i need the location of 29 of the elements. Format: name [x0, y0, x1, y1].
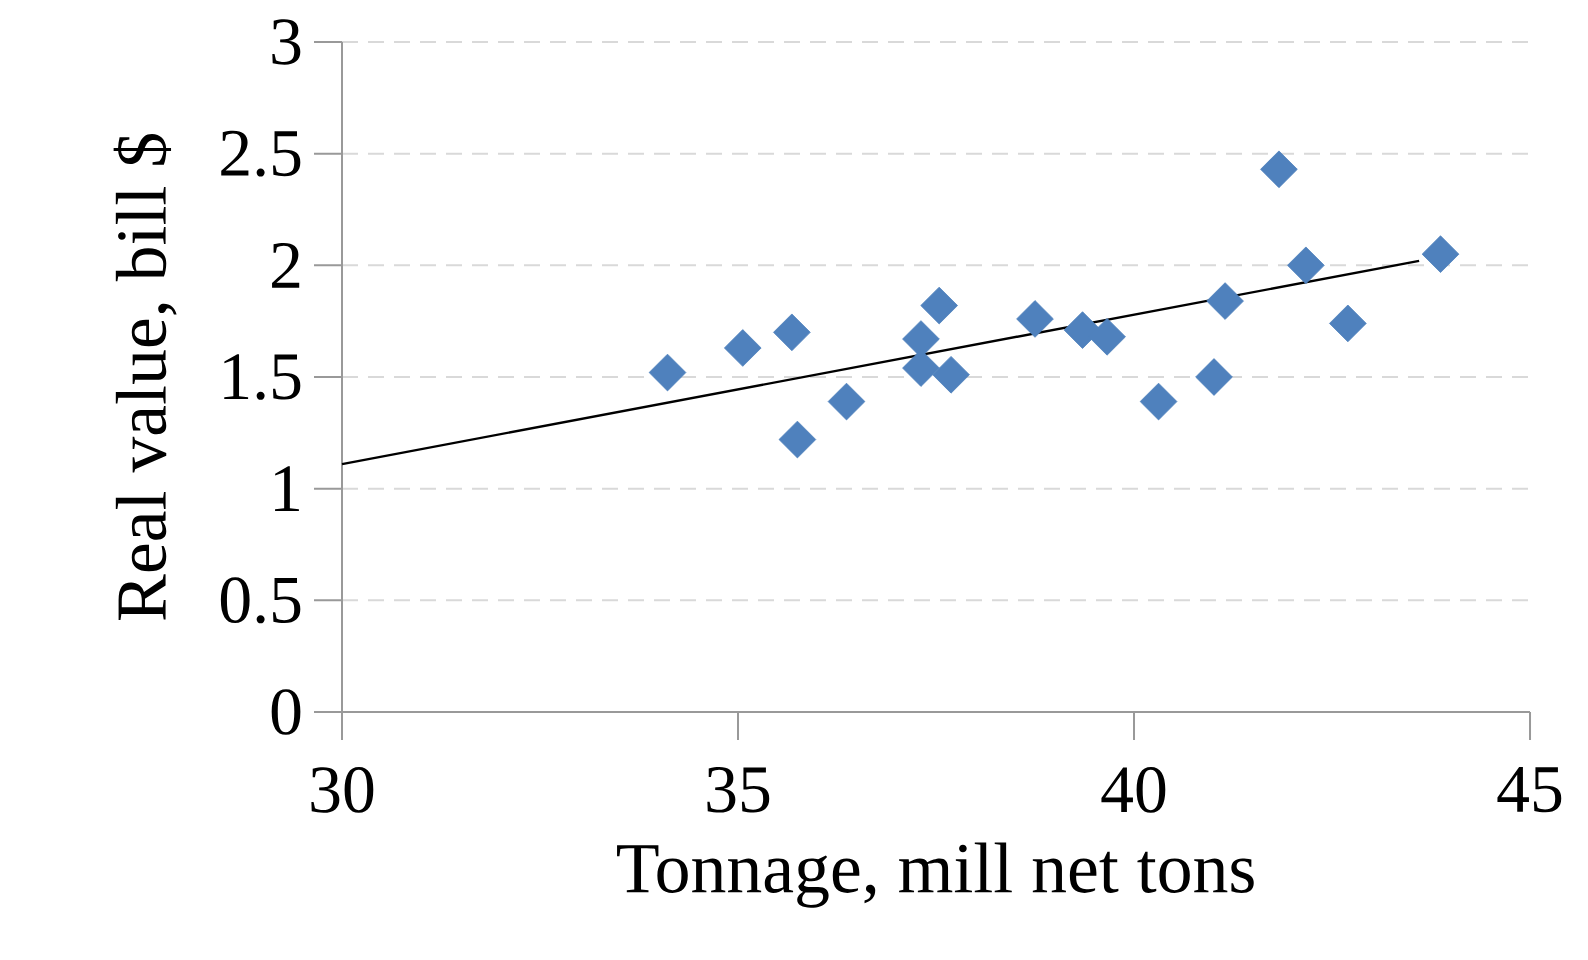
point — [1329, 304, 1367, 343]
point — [1206, 282, 1244, 320]
y-tick-label: 1.5 — [224, 354, 301, 400]
point — [1088, 318, 1126, 356]
x-axis-title: Tonnage, mill net tons — [617, 842, 1254, 908]
point — [1139, 382, 1178, 421]
point — [773, 313, 811, 352]
point — [1016, 300, 1054, 338]
point — [1195, 358, 1233, 396]
y-tick-label: 1 — [275, 466, 299, 512]
point — [1260, 150, 1298, 189]
point — [723, 329, 762, 367]
x-tick-label: 45 — [1497, 767, 1562, 813]
y-tick-label: 3 — [272, 19, 301, 65]
point — [1421, 235, 1460, 273]
y-tick-label: 2 — [272, 242, 300, 288]
x-tick-label: 40 — [1101, 767, 1166, 813]
x-tick-label: 30 — [311, 767, 374, 813]
y-tick-label: 0.5 — [220, 577, 301, 624]
point — [648, 353, 687, 392]
point — [1287, 246, 1325, 285]
point — [778, 420, 817, 459]
y-tick-label: 2.5 — [221, 130, 301, 177]
point — [920, 286, 958, 325]
point — [827, 382, 866, 421]
x-tick-label: 35 — [707, 767, 770, 813]
y-axis-title: Real value, bill $ — [113, 134, 177, 620]
y-tick-label: 0 — [271, 689, 301, 735]
point — [932, 355, 970, 394]
